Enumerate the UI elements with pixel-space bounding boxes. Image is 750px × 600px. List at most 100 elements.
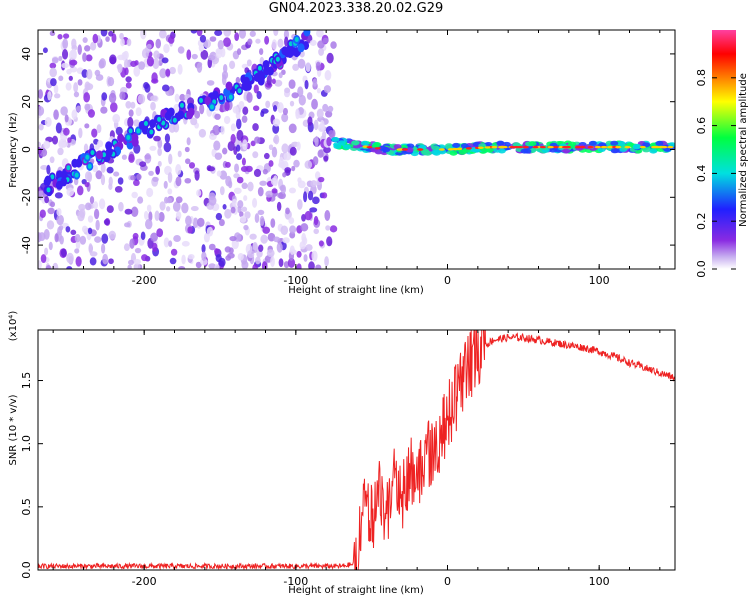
spectrum-speckle [124, 222, 131, 228]
spectrum-ridge-core [143, 121, 148, 127]
spectrum-speckle [277, 38, 284, 48]
spectrum-speckle [51, 57, 59, 64]
spectrum-speckle [323, 146, 331, 154]
spectrum-speckle [266, 74, 272, 86]
spectrum-speckle [255, 38, 261, 44]
spectrum-band-point [405, 147, 414, 153]
spectrum-speckle [151, 72, 158, 83]
spectrum-speckle [84, 45, 91, 52]
spectrum-speckle [215, 49, 223, 59]
spectrum-speckle [243, 224, 249, 231]
spectrum-speckle [270, 256, 275, 268]
spectrum-speckle [59, 235, 64, 245]
spectrum-speckle [253, 84, 259, 94]
spectrum-speckle [175, 176, 182, 187]
colorbar-tick-label: 0.0 [695, 260, 708, 278]
spectrum-speckle [141, 254, 148, 262]
spectrum-speckle [158, 211, 165, 222]
spectrum-speckle [230, 206, 236, 214]
spectrum-speckle [273, 236, 281, 243]
spectrum-speckle [284, 167, 292, 173]
spectrum-band-core [374, 147, 381, 150]
spectrum-speckle [42, 47, 48, 54]
spectrum-speckle [240, 166, 249, 173]
spectrum-band-core [594, 145, 601, 149]
snr-frame [37, 329, 676, 571]
spectrum-speckle [206, 80, 215, 86]
spectrum-speckle [224, 208, 232, 219]
spectrum-ridge-point [105, 141, 113, 151]
spectrum-speckle [167, 188, 173, 195]
spectrum-speckle [219, 186, 225, 196]
spectrum-speckle [89, 196, 95, 204]
spectrum-speckle [257, 186, 264, 197]
spectrum-speckle [223, 30, 232, 37]
spectrogram-y-axis-title: Frequency (Hz) [8, 112, 19, 188]
spectrum-speckle [316, 108, 324, 119]
spectrum-speckle [84, 181, 90, 188]
spectrum-band-core [417, 148, 424, 151]
spectrum-speckle [49, 30, 56, 37]
spectrum-band-point [452, 142, 461, 148]
spectrum-speckle [87, 215, 94, 223]
spectrum-speckle [150, 232, 158, 242]
spectrum-speckle [188, 162, 196, 169]
spectrum-speckle [40, 254, 47, 264]
colorbar-tick-label: 0.2 [695, 212, 708, 230]
y-tick-label: 0.5 [20, 498, 33, 516]
spectrum-speckle [172, 201, 181, 212]
spectrum-speckle [288, 187, 297, 194]
spectrum-speckle [201, 244, 206, 254]
spectrum-speckle [225, 175, 232, 187]
spectrum-speckle [218, 257, 226, 268]
spectrum-speckle [311, 98, 318, 110]
spectrum-speckle [196, 30, 203, 37]
spectrum-speckle [247, 250, 255, 259]
spectrum-speckle [108, 30, 114, 37]
spectrum-speckle [90, 41, 97, 51]
spectrum-band-point [496, 140, 505, 146]
spectrum-speckle [93, 201, 99, 210]
spectrum-speckle [140, 30, 147, 40]
colorbar-ticks: 0.0 0.2 0.4 0.6 0.8 [695, 69, 736, 278]
spectrum-speckle [94, 144, 100, 150]
spectrum-band-core [477, 146, 484, 149]
spectrum-speckle [246, 92, 253, 103]
spectrum-speckle [296, 250, 302, 258]
spectrum-speckle [252, 197, 258, 208]
spectrum-speckle [214, 248, 219, 255]
spectrum-speckle [155, 165, 160, 175]
spectrum-speckle [163, 142, 172, 153]
spectrum-speckle [63, 127, 70, 136]
spectrum-band-core [401, 148, 408, 151]
snr-series-line [38, 330, 675, 570]
spectrum-speckle [296, 263, 302, 269]
spectrum-speckle [265, 100, 271, 109]
spectrum-speckle [200, 49, 209, 60]
page-title: GN04.2023.338.20.02.G29 [268, 1, 444, 16]
spectrum-speckle [67, 137, 72, 143]
spectrum-speckle [305, 61, 311, 73]
spectrum-speckle [124, 58, 129, 70]
spectrum-speckle [207, 54, 216, 61]
spectrum-speckle [124, 208, 133, 215]
spectrum-speckle [278, 258, 284, 268]
spectrum-speckle [223, 115, 231, 125]
spectrum-speckle [78, 127, 83, 139]
spectrum-speckle [168, 240, 173, 247]
spectrum-speckle [88, 243, 93, 254]
spectrum-speckle [166, 197, 173, 204]
spectrum-band-point [438, 149, 447, 155]
spectrum-ridge-core [275, 56, 280, 62]
spectrum-speckle [86, 68, 93, 80]
spectrum-speckle [259, 180, 267, 186]
spectrum-ridge-point [186, 110, 194, 120]
spectrum-speckle [47, 207, 55, 215]
spectrum-speckle [43, 140, 51, 149]
spectrum-speckle [140, 231, 146, 240]
spectrum-speckle [214, 263, 220, 269]
spectrum-speckle [280, 225, 289, 236]
spectrum-speckle [213, 140, 221, 151]
spectrum-ridge-core [87, 163, 92, 169]
spectrum-speckle [262, 226, 271, 234]
